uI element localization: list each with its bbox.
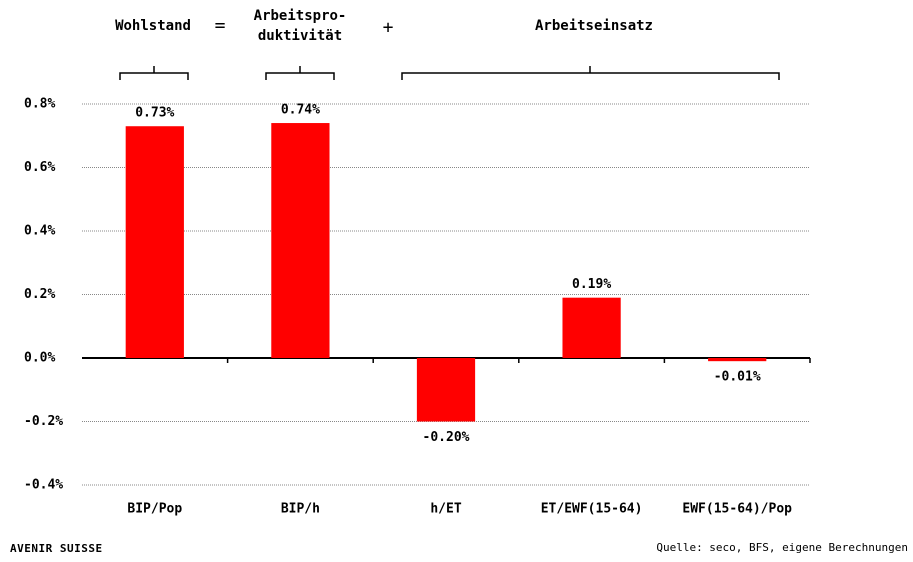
x-tick-label: ET/EWF(15-64) xyxy=(541,502,643,517)
x-tick-label: BIP/Pop xyxy=(127,502,182,517)
y-tick-label: 0.8% xyxy=(24,97,55,112)
value-label: -0.20% xyxy=(423,430,470,445)
header-middle: Arbeitspro- xyxy=(254,8,347,24)
bar xyxy=(125,126,184,358)
bar xyxy=(271,123,330,358)
y-tick-label: -0.4% xyxy=(24,478,63,493)
bar xyxy=(708,358,767,362)
brace xyxy=(265,66,335,80)
value-label: 0.19% xyxy=(572,277,611,292)
bar xyxy=(416,358,476,422)
header-left: Wohlstand xyxy=(115,18,191,34)
logo: Avenir Suisse xyxy=(10,542,103,555)
source: Quelle: seco, BFS, eigene Berechnungen xyxy=(656,541,908,554)
brace xyxy=(119,66,189,80)
header-right: Arbeitseinsatz xyxy=(535,18,653,34)
bar xyxy=(562,297,621,358)
x-tick-label: BIP/h xyxy=(281,502,320,517)
header-plus: + xyxy=(383,17,394,38)
y-tick-label: -0.2% xyxy=(24,414,63,429)
y-tick-label: 0.4% xyxy=(24,224,55,239)
x-tick-label: EWF(15-64)/Pop xyxy=(682,502,792,517)
y-tick-label: 0.2% xyxy=(24,287,55,302)
y-tick-label: 0.0% xyxy=(24,351,55,366)
value-label: 0.73% xyxy=(135,106,174,121)
brace xyxy=(401,66,780,80)
header-middle: duktivität xyxy=(258,28,342,44)
x-tick-label: h/ET xyxy=(430,502,461,517)
value-label: -0.01% xyxy=(714,370,761,385)
value-label: 0.74% xyxy=(281,103,320,118)
header-equals: = xyxy=(215,15,226,36)
y-tick-label: 0.6% xyxy=(24,160,55,175)
